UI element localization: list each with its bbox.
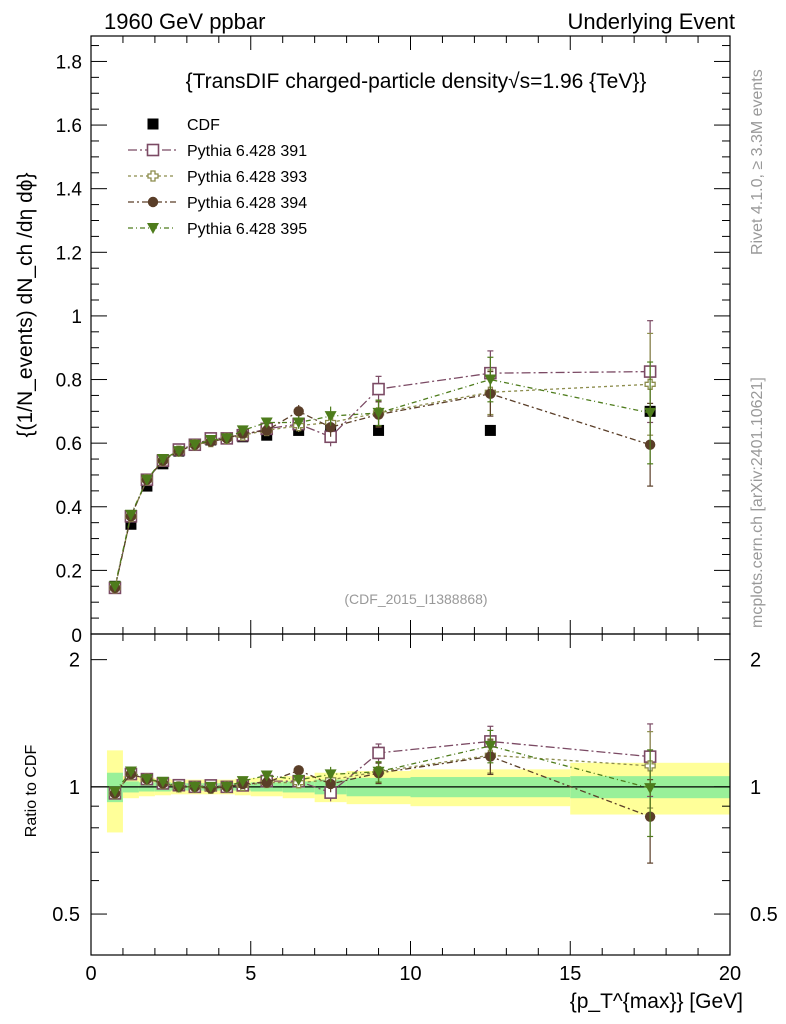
data-point	[372, 382, 385, 396]
ratio-point	[292, 774, 305, 786]
ratio-y-tick-label-right: 0.5	[750, 904, 778, 926]
legend-marker	[147, 223, 159, 234]
data-point	[484, 374, 497, 386]
legend-marker	[147, 196, 159, 208]
ratio-point	[324, 769, 337, 781]
ratio-point	[372, 766, 385, 778]
data-point	[220, 433, 233, 445]
data-point	[324, 411, 337, 423]
ratio-point	[188, 781, 201, 793]
analysis-label: (CDF_2015_I1388868)	[344, 591, 487, 607]
series-line	[114, 393, 651, 589]
legend-marker	[146, 143, 160, 157]
y-tick-label-main: 0.8	[56, 371, 82, 392]
ratio-y-tick-label-right: 2	[750, 650, 761, 672]
y-tick-label-main: 0.6	[56, 434, 82, 455]
y-tick-label-main: 0.2	[56, 561, 82, 582]
ratio-point	[140, 774, 153, 786]
header-energy: 1960 GeV ppbar	[104, 9, 265, 34]
ratio-point	[644, 783, 657, 795]
ratio-y-tick-label: 1	[69, 777, 80, 799]
data-point	[644, 407, 657, 419]
y-tick-label-main: 1.6	[56, 116, 82, 137]
ratio-point	[293, 765, 304, 776]
ratio-y-axis-label: Ratio to CDF	[23, 745, 40, 838]
data-point	[125, 518, 137, 530]
data-point	[108, 581, 121, 593]
data-point	[124, 509, 137, 521]
header-process: Underlying Event	[567, 9, 735, 34]
ratio-point	[172, 781, 185, 793]
data-point	[261, 425, 272, 436]
x-tick-label: 5	[245, 963, 256, 985]
ratio-point	[156, 776, 169, 788]
ratio-y-tick-label: 2	[69, 650, 80, 672]
data-point	[484, 424, 496, 436]
series-line	[114, 370, 651, 589]
x-axis-label: {p_T^{max}} [GeV]	[570, 990, 743, 1013]
data-point	[236, 425, 249, 437]
data-point	[372, 407, 385, 419]
x-tick-label: 10	[399, 963, 421, 985]
x-tick-label: 0	[85, 963, 96, 985]
ratio-panel-series	[108, 723, 657, 864]
y-tick-label-main: 0.4	[56, 498, 83, 519]
ratio-point	[260, 770, 273, 782]
data-point	[141, 480, 153, 492]
ratio-point	[124, 766, 137, 778]
data-point	[204, 434, 217, 446]
data-point	[292, 417, 305, 429]
ratio-point	[236, 776, 249, 788]
legend-marker	[147, 118, 159, 130]
series-pythia-6.428-391	[108, 320, 657, 595]
legend-label: Pythia 6.428 395	[187, 221, 307, 238]
y-tick-label-zero: 0	[71, 626, 82, 647]
ratio-point	[372, 746, 385, 760]
legend-label: Pythia 6.428 393	[187, 169, 307, 186]
ratio-point	[484, 740, 497, 752]
mcplots-label: mcplots.cern.ch [arXiv:2401.10621]	[749, 377, 766, 628]
ratio-point	[204, 781, 217, 793]
ratio-series-pythia-6.428-395	[108, 729, 657, 838]
series-cdf	[109, 404, 656, 592]
data-point	[188, 439, 201, 451]
x-tick-label: 20	[719, 963, 741, 985]
legend: CDF Pythia 6.428 391 Pythia 6.428 393 Pythi…	[128, 117, 307, 238]
x-tick-label: 15	[559, 963, 581, 985]
ratio-point	[108, 786, 121, 798]
ratio-point	[261, 777, 272, 788]
ratio-point	[220, 781, 233, 793]
main-panel-series	[108, 320, 657, 595]
y-tick-label-main: 1	[71, 307, 82, 328]
rivet-label: Rivet 4.1.0, ≥ 3.3M events	[749, 69, 766, 255]
legend-label: Pythia 6.428 394	[187, 195, 307, 212]
data-point	[293, 406, 304, 417]
data-point	[373, 424, 385, 436]
data-point	[156, 454, 169, 466]
legend-marker	[147, 170, 159, 182]
y-tick-label-main: 1.4	[56, 180, 83, 201]
ratio-y-tick-label-right: 1	[750, 777, 761, 799]
legend-label: CDF	[187, 117, 220, 134]
chart-title: {TransDIF charged-particle density√s=1.9…	[186, 70, 647, 93]
data-point	[260, 417, 273, 429]
data-point	[325, 422, 336, 433]
ratio-y-tick-label: 0.5	[52, 904, 80, 926]
y-tick-label-main: 1.8	[56, 52, 82, 73]
series-pythia-6.428-394	[109, 370, 656, 594]
data-point	[140, 474, 153, 486]
main-y-axis-label: {(1/N_events) dN_ch /dη dϕ}	[14, 172, 37, 437]
legend-label: Pythia 6.428 391	[187, 143, 307, 160]
series-pythia-6.428-395	[108, 356, 657, 593]
y-tick-label-main: 1.2	[56, 243, 82, 264]
ratio-point	[325, 778, 336, 790]
data-point	[172, 446, 185, 458]
